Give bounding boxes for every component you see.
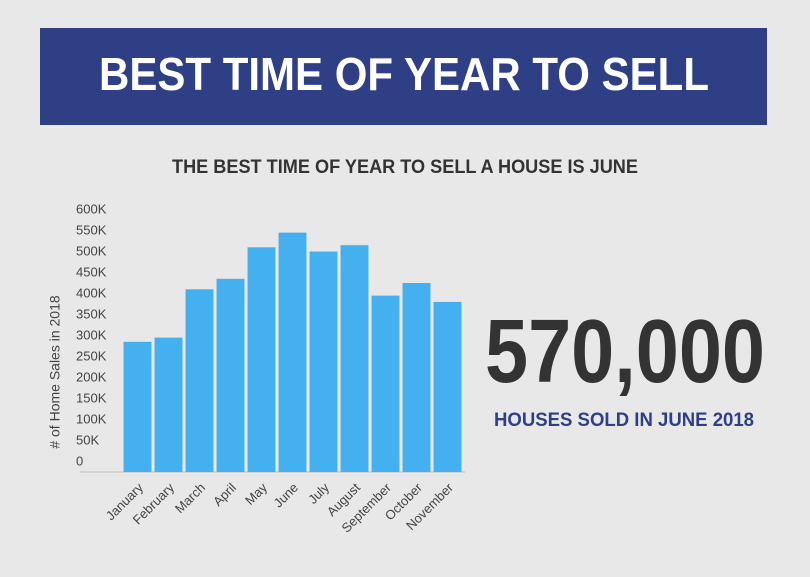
headline-number: 570,000 (485, 302, 765, 402)
bar (123, 341, 152, 472)
y-tick-label: 250K (76, 348, 107, 363)
y-tick-label: 450K (76, 264, 107, 279)
bar (216, 278, 245, 472)
y-tick-label: 100K (76, 411, 107, 426)
bar (402, 283, 431, 472)
bar (340, 245, 369, 472)
chart-title: BEST TIME OF YEAR TO SELL (99, 48, 709, 100)
bar (154, 337, 183, 472)
chart-subtitle: THE BEST TIME OF YEAR TO SELL A HOUSE IS… (172, 157, 638, 178)
y-tick-label: 200K (76, 369, 107, 384)
bar (278, 232, 307, 472)
y-tick-label: 500K (76, 243, 107, 258)
y-tick-label: 300K (76, 327, 107, 342)
y-tick-label: 50K (76, 432, 99, 447)
headline-caption: HOUSES SOLD IN JUNE 2018 (494, 410, 754, 431)
bar (309, 251, 338, 472)
y-tick-label: 350K (76, 306, 107, 321)
y-axis-label: # of Home Sales in 2018 (47, 295, 63, 449)
bar (247, 247, 276, 472)
y-tick-label: 550K (76, 222, 107, 237)
bar (433, 301, 462, 472)
title-banner (40, 28, 767, 125)
y-tick-label: 150K (76, 390, 107, 405)
y-tick-label: 0 (76, 453, 83, 468)
bar (185, 289, 214, 472)
bar (371, 295, 400, 472)
y-tick-label: 600K (76, 201, 107, 216)
y-tick-label: 400K (76, 285, 107, 300)
